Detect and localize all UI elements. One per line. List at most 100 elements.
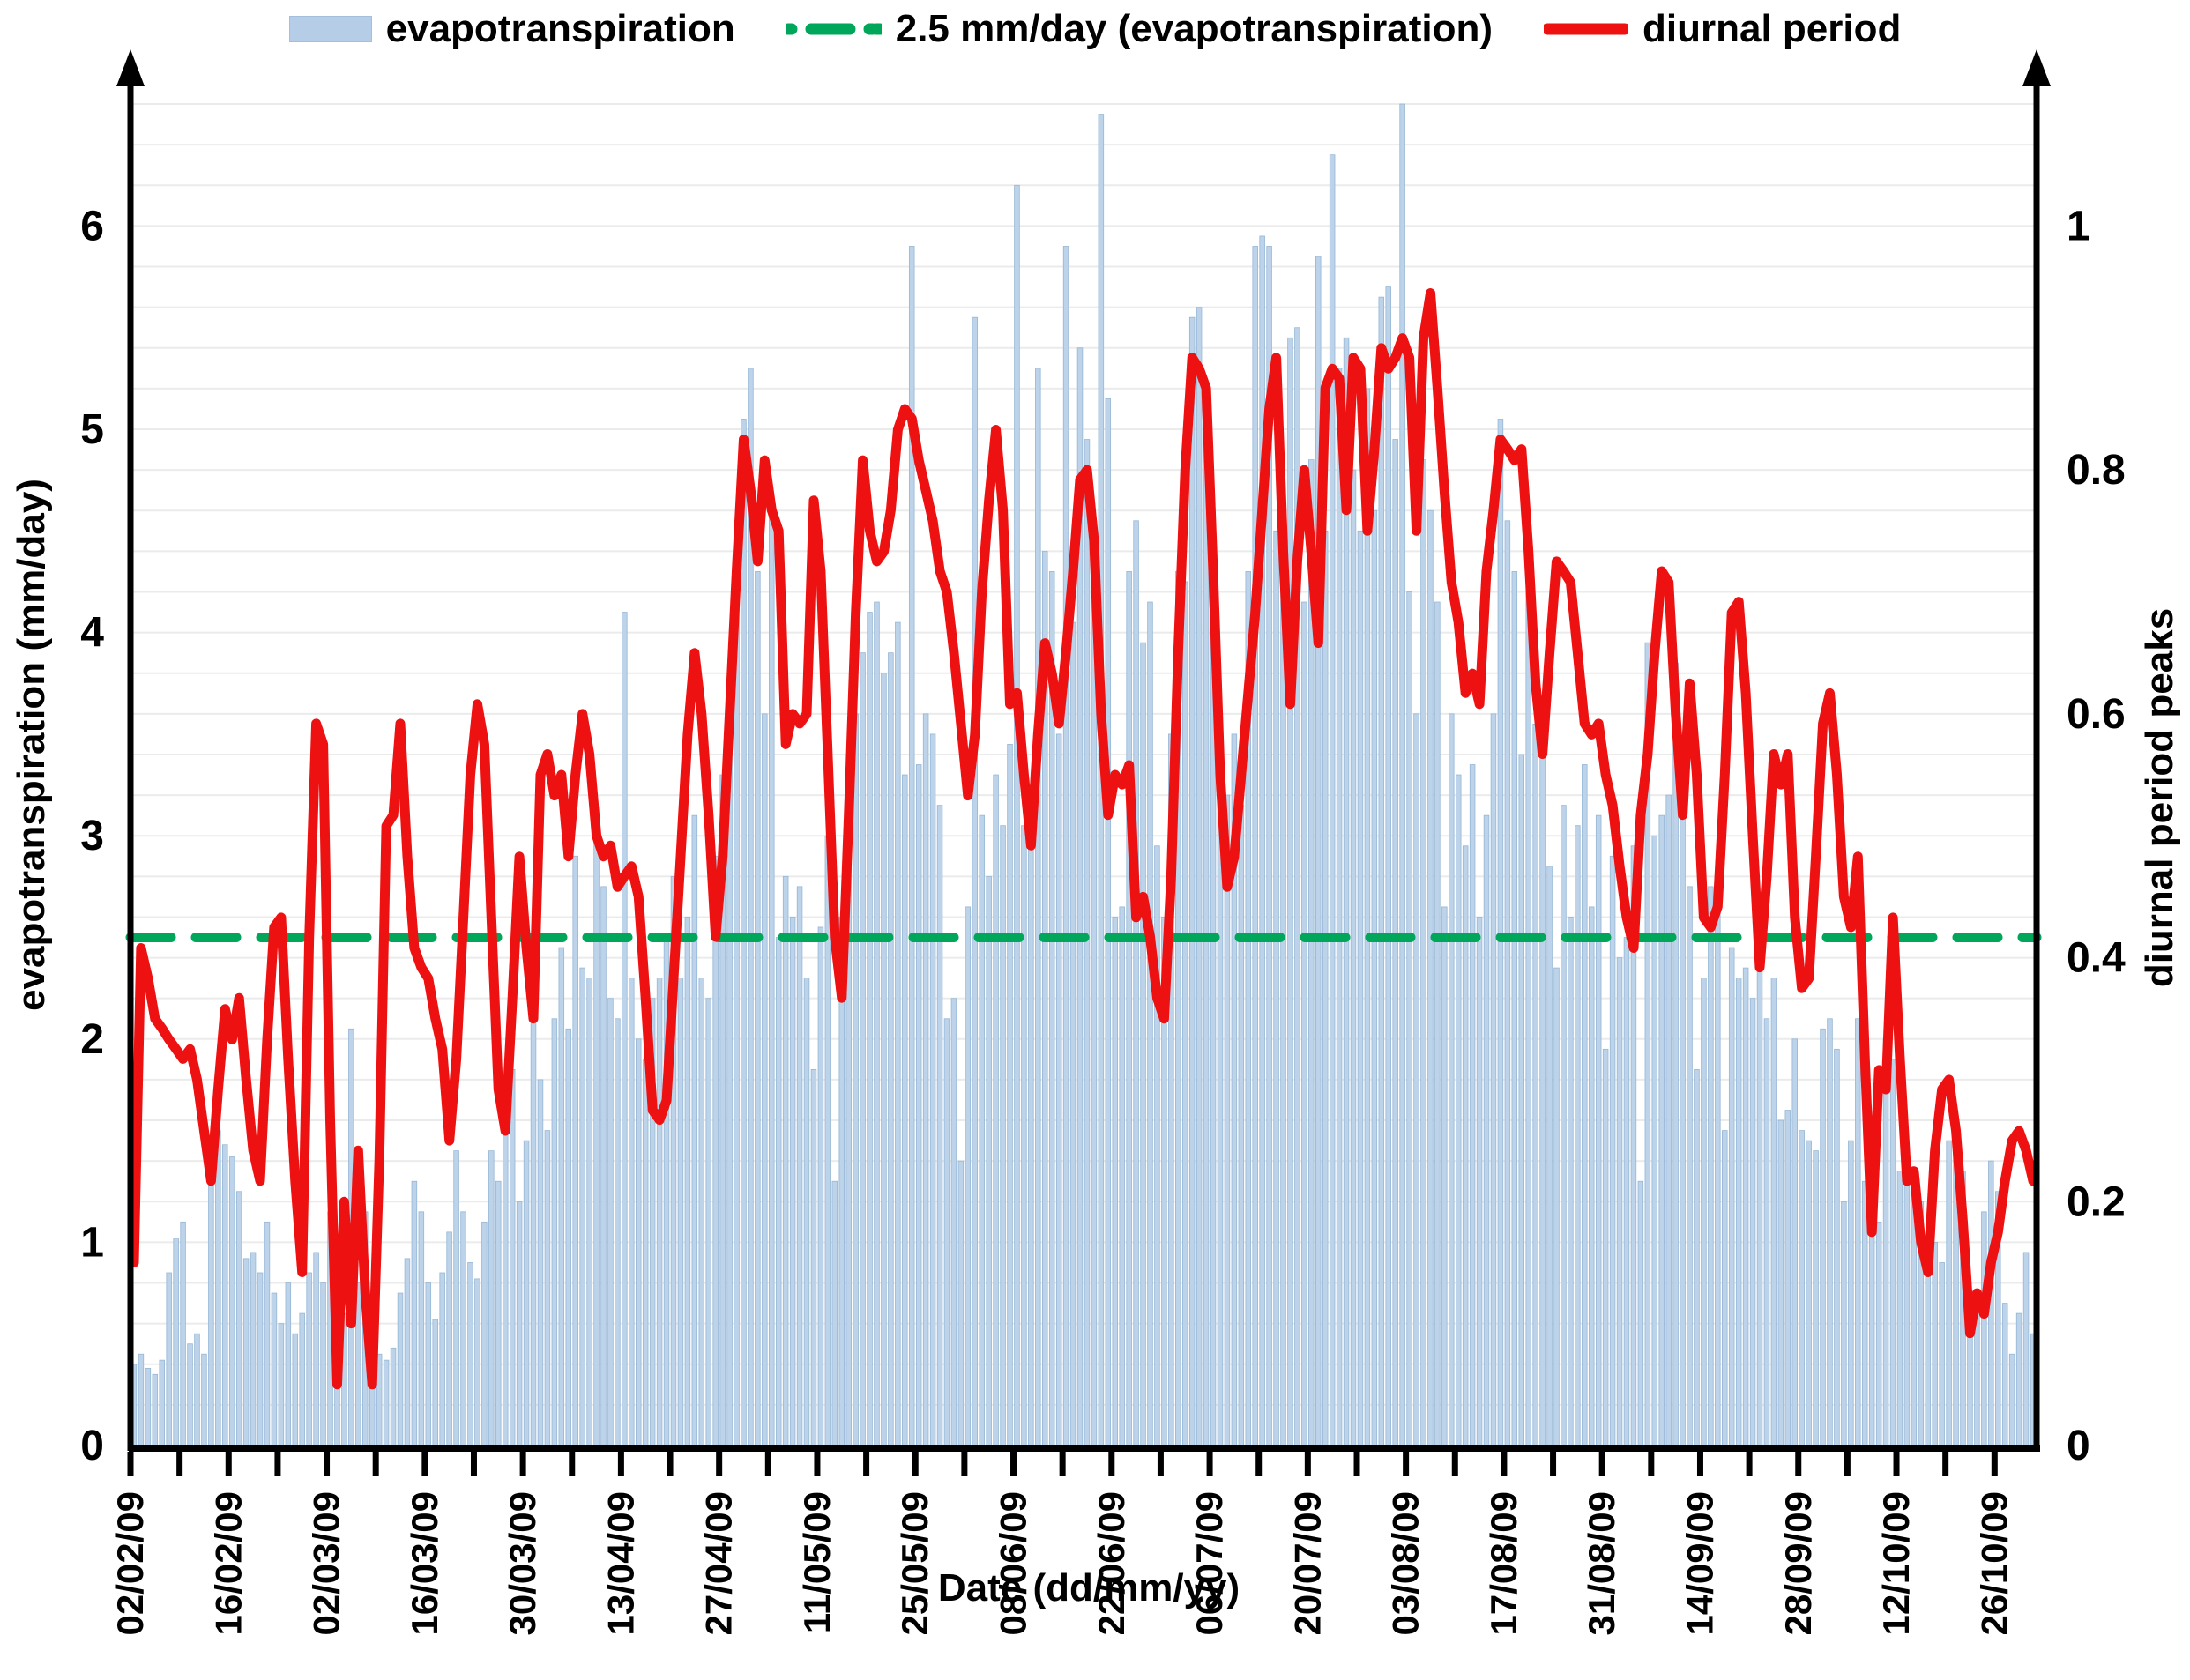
et-bar — [607, 998, 614, 1446]
et-bar — [502, 1130, 509, 1446]
et-bar — [572, 855, 578, 1446]
et-bar — [1687, 886, 1693, 1446]
et-bar — [957, 1160, 965, 1446]
et-bar — [460, 1211, 466, 1446]
et-bar — [1722, 1130, 1728, 1446]
et-bar — [1069, 621, 1076, 1446]
right-tick-label: 0 — [2067, 1423, 2090, 1469]
et-bar — [741, 419, 747, 1446]
et-bar — [1511, 571, 1518, 1446]
et-bar — [586, 978, 592, 1446]
et-bar — [1855, 1018, 1861, 1446]
et-bar — [2022, 1252, 2030, 1446]
et-bar — [264, 1221, 271, 1446]
et-bar — [537, 1079, 544, 1446]
et-bar — [397, 1292, 404, 1446]
x-tick-label: 20/07/09 — [1286, 1491, 1328, 1636]
left-tick-label: 4 — [80, 610, 104, 657]
x-tick-label: 06/07/09 — [1188, 1491, 1230, 1636]
et-bar — [600, 886, 607, 1446]
et-bar — [1140, 642, 1146, 1446]
et-bar — [1062, 246, 1069, 1446]
et-bar — [1658, 814, 1665, 1446]
et-bar — [1539, 733, 1546, 1446]
et-bar — [1181, 581, 1188, 1446]
et-bar — [698, 978, 705, 1446]
et-bar — [1434, 601, 1441, 1446]
et-bar — [488, 1150, 495, 1446]
x-tick-label: 17/08/09 — [1483, 1491, 1524, 1636]
et-bar — [888, 652, 894, 1446]
et-bar — [565, 1028, 572, 1446]
et-bar — [1925, 1252, 1932, 1446]
et-bar — [1196, 307, 1203, 1446]
et-bar — [1813, 1150, 1819, 1446]
et-bar — [629, 978, 635, 1446]
et-bar — [705, 998, 711, 1446]
et-bar — [1665, 794, 1672, 1446]
et-bar — [516, 1201, 523, 1446]
solid-line-icon — [1544, 23, 1629, 35]
et-bar — [1889, 1059, 1896, 1446]
et-bar — [831, 1180, 838, 1446]
et-bar — [867, 612, 873, 1446]
et-bar — [250, 1252, 257, 1446]
et-bar — [1777, 1119, 1784, 1446]
right-tick-label: 1 — [2067, 203, 2090, 249]
et-bar — [1575, 825, 1581, 1446]
x-tick-label: 16/02/09 — [207, 1491, 249, 1636]
et-bar — [1532, 723, 1538, 1446]
et-bar — [285, 1282, 292, 1446]
et-bar — [769, 500, 775, 1446]
et-bar — [1147, 601, 1153, 1446]
et-bar — [1791, 1038, 1799, 1446]
et-bar — [383, 1359, 390, 1446]
et-bar — [1708, 886, 1714, 1446]
et-bar — [936, 805, 943, 1446]
et-bar — [1406, 591, 1412, 1446]
et-bar — [1490, 713, 1497, 1446]
et-bar — [1770, 978, 1777, 1446]
left-tick-label: 1 — [80, 1219, 104, 1266]
et-bar — [453, 1150, 459, 1446]
left-axis-arrow-icon — [116, 49, 145, 86]
et-bar — [782, 875, 789, 1446]
et-bar — [1497, 419, 1504, 1446]
et-bar — [1392, 439, 1398, 1446]
et-bar — [481, 1221, 488, 1446]
et-bar — [1287, 337, 1293, 1446]
et-bar — [1582, 764, 1588, 1446]
et-bar — [803, 978, 810, 1446]
x-tick-label: 03/08/09 — [1385, 1491, 1426, 1636]
et-bar — [159, 1359, 165, 1446]
et-bar — [1105, 398, 1112, 1446]
et-bar — [1588, 906, 1595, 1446]
et-bar — [411, 1180, 418, 1446]
et-bar — [691, 814, 698, 1446]
et-bar — [1616, 957, 1623, 1446]
left-tick-label: 2 — [80, 1016, 104, 1063]
et-bar — [824, 835, 831, 1446]
legend-label: diurnal period — [1642, 7, 1902, 50]
et-bar — [495, 1180, 502, 1446]
x-tick-label: 25/05/09 — [894, 1491, 935, 1636]
et-bar — [1119, 906, 1125, 1446]
legend: evapotranspiration 2.5 mm/day (evapotran… — [0, 2, 2190, 56]
right-axis-arrow-icon — [2022, 49, 2051, 86]
x-tick-label: 02/02/09 — [109, 1491, 151, 1636]
et-bar — [1399, 103, 1405, 1446]
et-bar — [292, 1333, 299, 1446]
et-bar — [972, 316, 979, 1446]
et-bar — [1357, 530, 1364, 1446]
et-bar — [1028, 835, 1034, 1446]
et-bar — [622, 612, 628, 1446]
et-bar — [1441, 906, 1448, 1446]
et-bar — [1981, 1211, 1987, 1446]
et-bar — [1595, 814, 1602, 1446]
et-bar — [446, 1231, 452, 1446]
et-bar — [1035, 368, 1041, 1446]
et-bar — [1882, 1038, 1889, 1446]
et-bar — [1841, 1201, 1847, 1446]
et-bar — [895, 621, 901, 1446]
